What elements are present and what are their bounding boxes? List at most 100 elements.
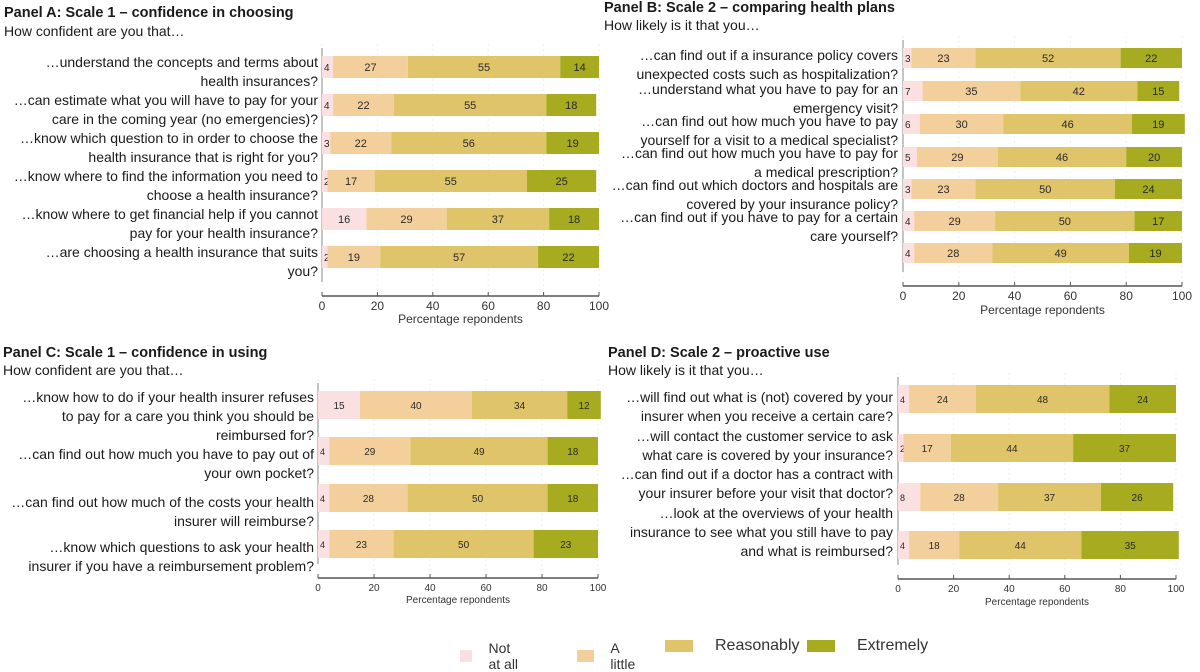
bar-segment-a-little [327, 246, 381, 268]
bar-segment-reasonably [391, 132, 547, 154]
x-tick-label: 80 [536, 583, 548, 594]
bar-segment-a-little [330, 132, 392, 154]
bar-segment-a-little [920, 483, 999, 511]
bar-segment-extremely [549, 208, 599, 230]
bar-segment-extremely [1115, 179, 1182, 199]
bar-segment-reasonably [992, 243, 1129, 263]
x-tick-label: 20 [368, 583, 380, 594]
data-label: 2 [900, 444, 905, 454]
legend-swatch [807, 640, 835, 652]
bar-segment-reasonably [975, 385, 1110, 413]
question-label-line: …can estimate what you will have to pay … [13, 92, 318, 108]
bar-segment-not-at-all [318, 391, 360, 419]
bar-segment-extremely [1081, 531, 1179, 559]
x-tick-label: 100 [1172, 289, 1192, 303]
question-label-line: …can find out if a insurance policy cove… [639, 47, 898, 63]
x-tick-label: 0 [319, 299, 326, 313]
data-label: 22 [357, 100, 369, 112]
data-label: 46 [1056, 152, 1068, 164]
question-label-line: …will contact the customer service to as… [636, 428, 893, 444]
legend-swatch [460, 650, 473, 662]
data-label: 29 [948, 216, 960, 228]
bar-segment-reasonably [959, 531, 1082, 559]
question-label-line: and what is reimbursed? [740, 543, 893, 559]
panel-title: Panel A: Scale 1 – confidence in choosin… [4, 5, 294, 21]
bar-segment-a-little [366, 208, 447, 230]
data-label: 37 [492, 214, 504, 226]
question-label-line: …can find out how much you have to pay [641, 113, 898, 129]
bar-segment-reasonably [407, 484, 548, 512]
bar-segment-not-at-all [903, 243, 915, 263]
bar-segment-not-at-all [322, 56, 334, 78]
question-label-line: health insurances? [200, 73, 318, 89]
question-label-line: …know which questions to ask your health [49, 539, 314, 555]
data-label: 19 [567, 138, 579, 150]
data-label: 18 [567, 494, 579, 505]
bar-segment-a-little [911, 179, 976, 199]
data-label: 23 [560, 540, 572, 551]
data-label: 50 [458, 540, 470, 551]
panel-subtitle: How likely is it that you… [604, 17, 760, 33]
legend-label: Reasonably [715, 637, 800, 654]
data-label: 50 [472, 494, 484, 505]
bar-segment-not-at-all [318, 484, 330, 512]
question-label-line: …know which question to in order to choo… [19, 130, 318, 146]
bar-segment-not-at-all [322, 94, 334, 116]
question-label: …can find out if a doctor has a contract… [603, 465, 893, 503]
data-label: 24 [1137, 395, 1149, 406]
data-label: 28 [947, 248, 959, 260]
data-label: 4 [320, 494, 325, 504]
question-label-line: you? [287, 263, 318, 279]
bar-segment-extremely [1120, 48, 1182, 68]
data-label: 15 [1152, 86, 1164, 98]
data-label: 4 [900, 541, 905, 551]
bar-segment-reasonably [393, 530, 534, 558]
data-label: 52 [1042, 53, 1054, 65]
x-tick-label: 0 [895, 584, 901, 595]
question-label-line: …can find out how much you have to pay o… [18, 446, 314, 462]
question-label-line: …can find out how much of the costs your… [11, 494, 314, 510]
question-label: …know which question to in order to choo… [2, 129, 318, 167]
x-tick-label: 60 [1059, 584, 1071, 595]
x-tick-label: 100 [589, 299, 609, 313]
question-label: …understand the concepts and terms about… [2, 53, 318, 91]
data-label: 37 [1044, 493, 1056, 504]
data-label: 35 [965, 86, 977, 98]
bar-segment-not-at-all [903, 48, 912, 68]
question-label-line: insurer if you have a reimbursement prob… [28, 558, 314, 574]
question-label: …understand what you have to pay for an e… [602, 80, 898, 118]
bar-segment-reasonably [1003, 114, 1132, 134]
data-label: 22 [562, 252, 574, 264]
question-label-line: choose a health insurance? [146, 187, 318, 203]
x-tick-label: 80 [1120, 289, 1134, 303]
bar-segment-extremely [1131, 114, 1185, 134]
data-label: 29 [364, 447, 376, 458]
data-label: 18 [929, 541, 941, 552]
x-axis-title: Percentage repondents [398, 312, 523, 326]
data-label: 2 [324, 253, 330, 264]
data-label: 14 [573, 62, 585, 74]
bar-segment-a-little [327, 170, 375, 192]
data-label: 44 [1015, 541, 1027, 552]
data-label: 55 [464, 100, 476, 112]
bar-segment-reasonably [410, 437, 548, 465]
data-label: 17 [1152, 216, 1164, 228]
question-label-line: what care is covered by your insurance? [642, 447, 893, 463]
bar-segment-not-at-all [898, 385, 910, 413]
bar-segment-extremely [1126, 147, 1182, 167]
bar-segment-a-little [329, 484, 408, 512]
question-label-line: …know where to get financial help if you… [21, 206, 318, 222]
data-label: 3 [324, 139, 330, 150]
bar-segment-a-little [329, 530, 394, 558]
bar-segment-a-little [909, 385, 976, 413]
data-label: 56 [463, 138, 475, 150]
question-label-line: to pay for a care you think you should b… [61, 408, 314, 424]
data-label: 17 [922, 444, 934, 455]
bar-segment-not-at-all [898, 434, 904, 462]
x-tick-label: 20 [371, 299, 385, 313]
bar-segment-not-at-all [903, 179, 912, 199]
x-tick-label: 0 [315, 583, 321, 594]
x-axis-title: Percentage repondents [406, 595, 510, 606]
